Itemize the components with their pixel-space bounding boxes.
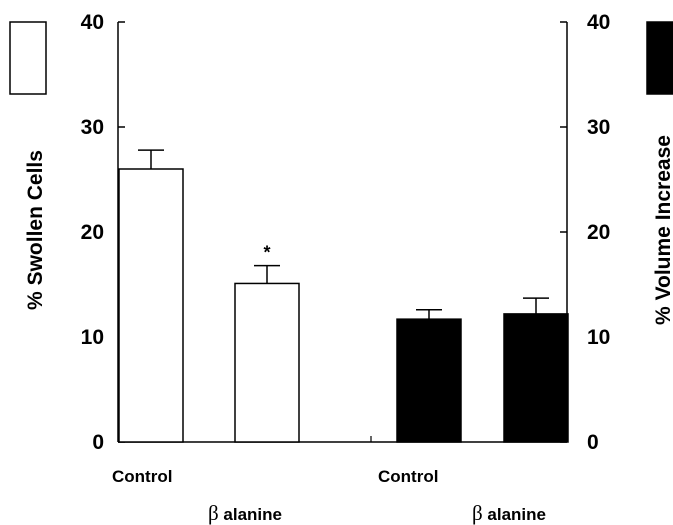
right-tick-label: 0 (587, 431, 599, 454)
bar (503, 313, 569, 443)
bar (118, 168, 184, 443)
left-tick-label: 20 (81, 221, 104, 244)
beta-symbol: β (472, 501, 483, 525)
left-tick-label: 40 (81, 11, 104, 34)
category-label-text: Control (378, 467, 438, 486)
bar (234, 282, 300, 443)
category-label-text: alanine (219, 505, 282, 524)
category-label: Control (112, 467, 172, 486)
bar (396, 318, 462, 443)
legend (9, 21, 673, 95)
right-axis: 0 10 20 30 40 (560, 11, 610, 454)
category-labels: Control β alanine Control β alanine (112, 467, 546, 525)
category-label: β alanine (472, 501, 546, 525)
category-label: β alanine (208, 501, 282, 525)
category-label: Control (378, 467, 438, 486)
right-tick-label: 20 (587, 221, 610, 244)
plot-frame (117, 22, 568, 443)
significance-marker: * (263, 243, 270, 263)
left-tick-label: 0 (92, 431, 104, 454)
right-axis-title: % Volume Increase (652, 135, 673, 325)
legend-filled-box (646, 21, 673, 95)
right-tick-label: 10 (587, 326, 610, 349)
right-tick-label: 30 (587, 116, 610, 139)
legend-open-box (9, 21, 47, 95)
left-axis-title: % Swollen Cells (24, 150, 47, 310)
category-label-text: alanine (483, 505, 546, 524)
left-axis: 0 10 20 30 40 (81, 11, 125, 454)
bars-group: * (118, 149, 569, 443)
left-tick-label: 10 (81, 326, 104, 349)
beta-symbol: β (208, 501, 219, 525)
category-label-text: Control (112, 467, 172, 486)
left-tick-label: 30 (81, 116, 104, 139)
right-tick-label: 40 (587, 11, 610, 34)
